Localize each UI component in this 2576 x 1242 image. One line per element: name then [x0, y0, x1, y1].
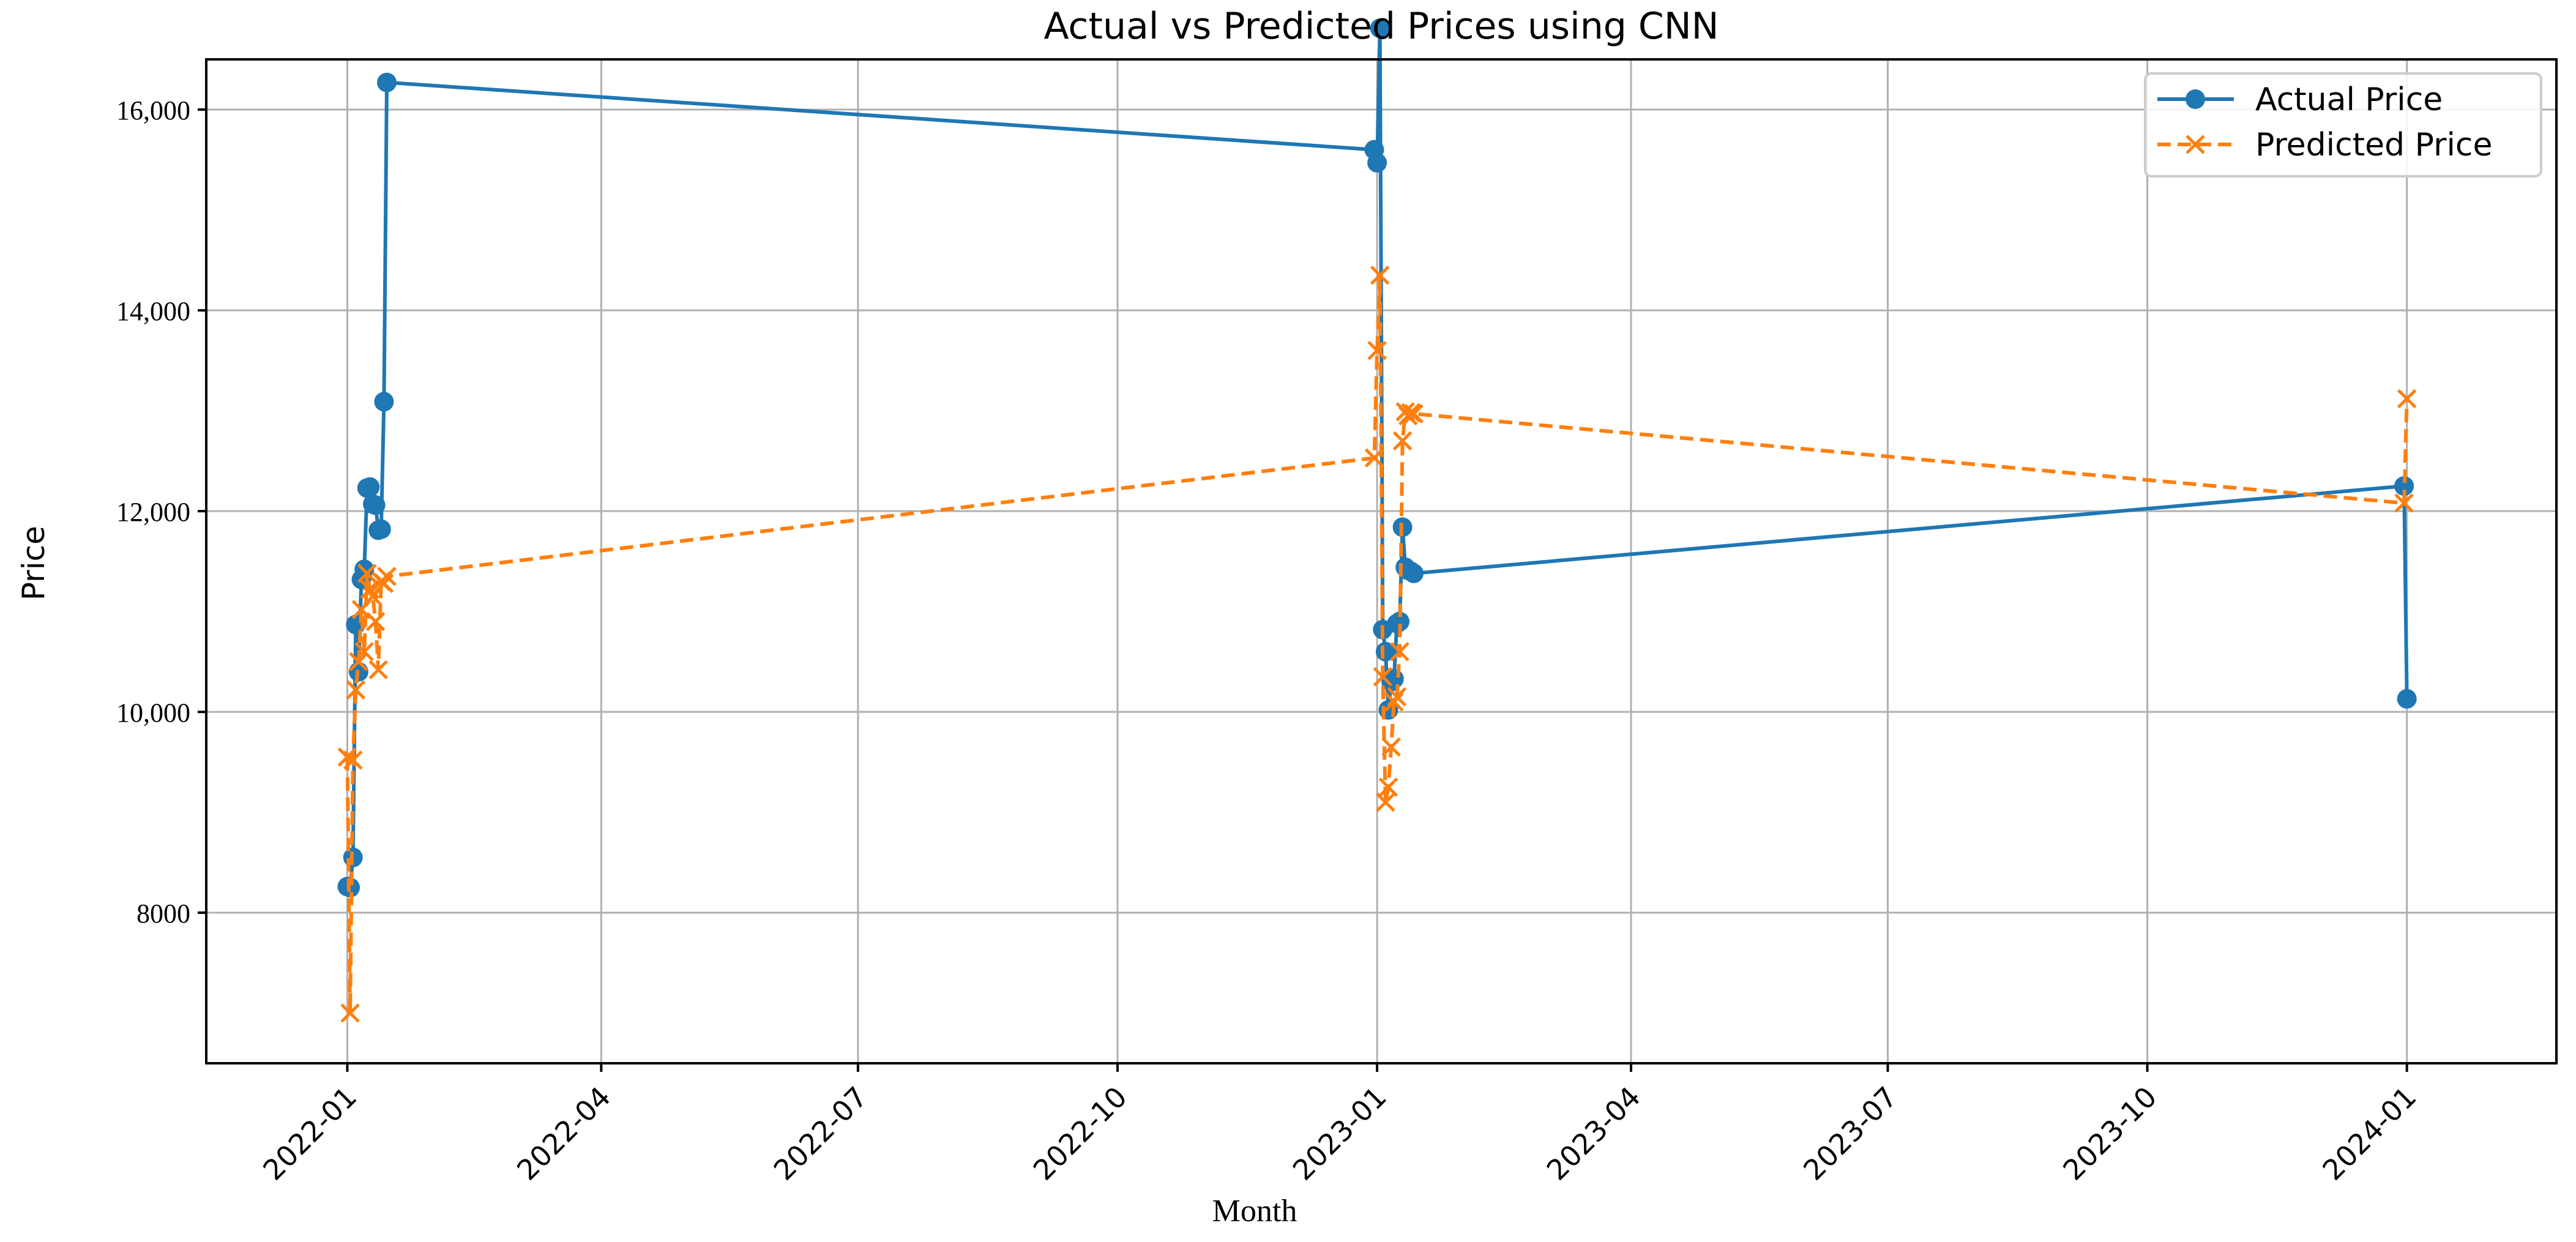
data-point-predicted-price [1378, 777, 1398, 797]
data-point-actual-price [374, 392, 394, 412]
series-predicted-price [337, 265, 2417, 1023]
data-point-predicted-price [346, 680, 366, 700]
plot-frame [205, 58, 2558, 1064]
data-point-actual-price [2397, 689, 2417, 709]
data-point-actual-price [377, 72, 397, 92]
data-point-actual-price [1367, 152, 1387, 173]
data-point-predicted-price [1384, 692, 1404, 712]
y-axis-label: Price [16, 526, 51, 600]
data-point-predicted-price [1404, 404, 1424, 424]
series-layer [337, 18, 2417, 1023]
data-point-actual-price [360, 477, 380, 497]
data-point-predicted-price [349, 652, 368, 672]
data-point-predicted-price [1392, 431, 1413, 451]
data-point-predicted-price [377, 566, 397, 586]
legend-marker [2186, 135, 2205, 154]
data-point-predicted-price [2397, 389, 2417, 409]
y-tick-label: 14,000 [116, 296, 190, 326]
data-point-predicted-price [354, 642, 374, 662]
legend-item-predicted-price: Predicted Price [2157, 127, 2493, 163]
data-point-actual-price [371, 519, 391, 539]
data-point-actual-price [1370, 18, 1390, 39]
data-point-predicted-price [1373, 667, 1393, 687]
data-point-predicted-price [1387, 687, 1407, 707]
data-point-predicted-price [1376, 792, 1395, 812]
data-point-predicted-price [1367, 340, 1387, 361]
data-point-actual-price [1404, 563, 1424, 583]
x-axis-label: Month [1212, 1194, 1297, 1229]
legend-item-actual-price: Actual Price [2157, 81, 2443, 118]
data-point-predicted-price [337, 747, 357, 767]
data-point-predicted-price [365, 612, 386, 632]
legend-marker [2186, 89, 2205, 109]
y-tick-label: 10,000 [116, 698, 190, 728]
data-point-predicted-price [368, 660, 388, 679]
data-point-predicted-price [340, 1003, 360, 1023]
data-point-predicted-price [1364, 448, 1384, 468]
data-point-actual-price [365, 495, 386, 515]
chart-title: Actual vs Predicted Prices using CNN [1043, 5, 1719, 48]
data-point-predicted-price [343, 750, 363, 770]
data-point-predicted-price [1381, 737, 1401, 757]
series-actual-price [337, 18, 2417, 897]
legend: Actual Price Predicted Price [2144, 72, 2542, 178]
legend-label: Predicted Price [2255, 127, 2493, 163]
data-point-actual-price [1375, 642, 1395, 662]
data-point-predicted-price [2394, 493, 2414, 513]
data-point-actual-price [1389, 612, 1409, 632]
data-point-actual-price [2394, 476, 2414, 496]
data-point-predicted-price [357, 563, 377, 583]
data-point-predicted-price [1390, 642, 1409, 662]
y-tick-label: 8000 [136, 899, 190, 929]
series-line-predicted-price [345, 273, 2409, 1015]
y-tick-label: 12,000 [116, 497, 190, 527]
y-tick-label: 16,000 [116, 95, 190, 125]
data-point-predicted-price [1370, 265, 1390, 285]
legend-box [2144, 72, 2542, 178]
legend-label: Actual Price [2255, 81, 2443, 118]
